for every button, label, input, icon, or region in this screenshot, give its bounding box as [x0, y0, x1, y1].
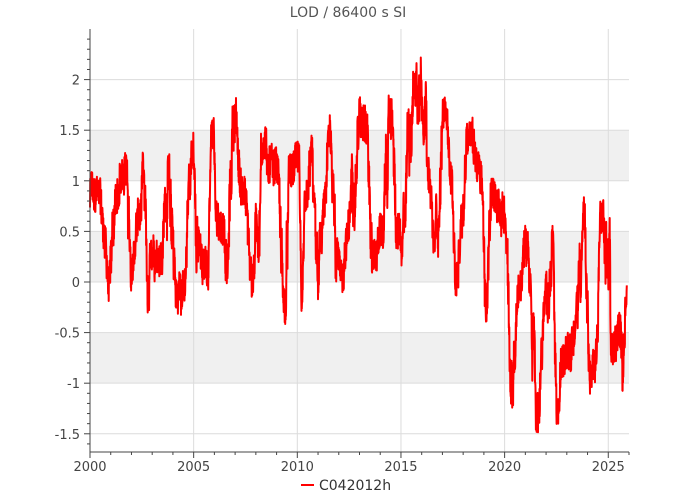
chart-title: LOD / 86400 s SI [290, 5, 406, 21]
y-tick-label: -1.5 [55, 428, 80, 443]
x-axis-ticks: 2000 2005 2010 2015 2020 2025 [73, 460, 624, 475]
shaded-band-0 [90, 332, 629, 384]
x-tick-label: 2010 [281, 460, 314, 475]
x-tick-label: 2005 [177, 460, 210, 475]
y-tick-label: -1 [67, 377, 80, 392]
axes [84, 29, 630, 458]
x-tick-label: 2015 [384, 460, 417, 475]
y-tick-label: 1.5 [59, 124, 80, 139]
y-axis-ticks: -1.5 -1 -0.5 0 0.5 1 1.5 2 [55, 74, 80, 443]
legend-label[interactable]: C042012h [319, 478, 391, 494]
y-tick-label: 1 [72, 175, 80, 190]
x-tick-label: 2020 [488, 460, 521, 475]
y-tick-label: 0.5 [59, 225, 80, 240]
legend[interactable]: C042012h [301, 478, 391, 494]
series-layer [89, 56, 628, 434]
shaded-bands [90, 130, 629, 384]
x-tick-label: 2025 [592, 460, 625, 475]
series-line-0 [89, 56, 628, 434]
y-tick-label: 2 [72, 74, 80, 89]
y-tick-label: 0 [72, 276, 80, 291]
x-tick-label: 2000 [73, 460, 106, 475]
y-tick-label: -0.5 [55, 327, 80, 342]
